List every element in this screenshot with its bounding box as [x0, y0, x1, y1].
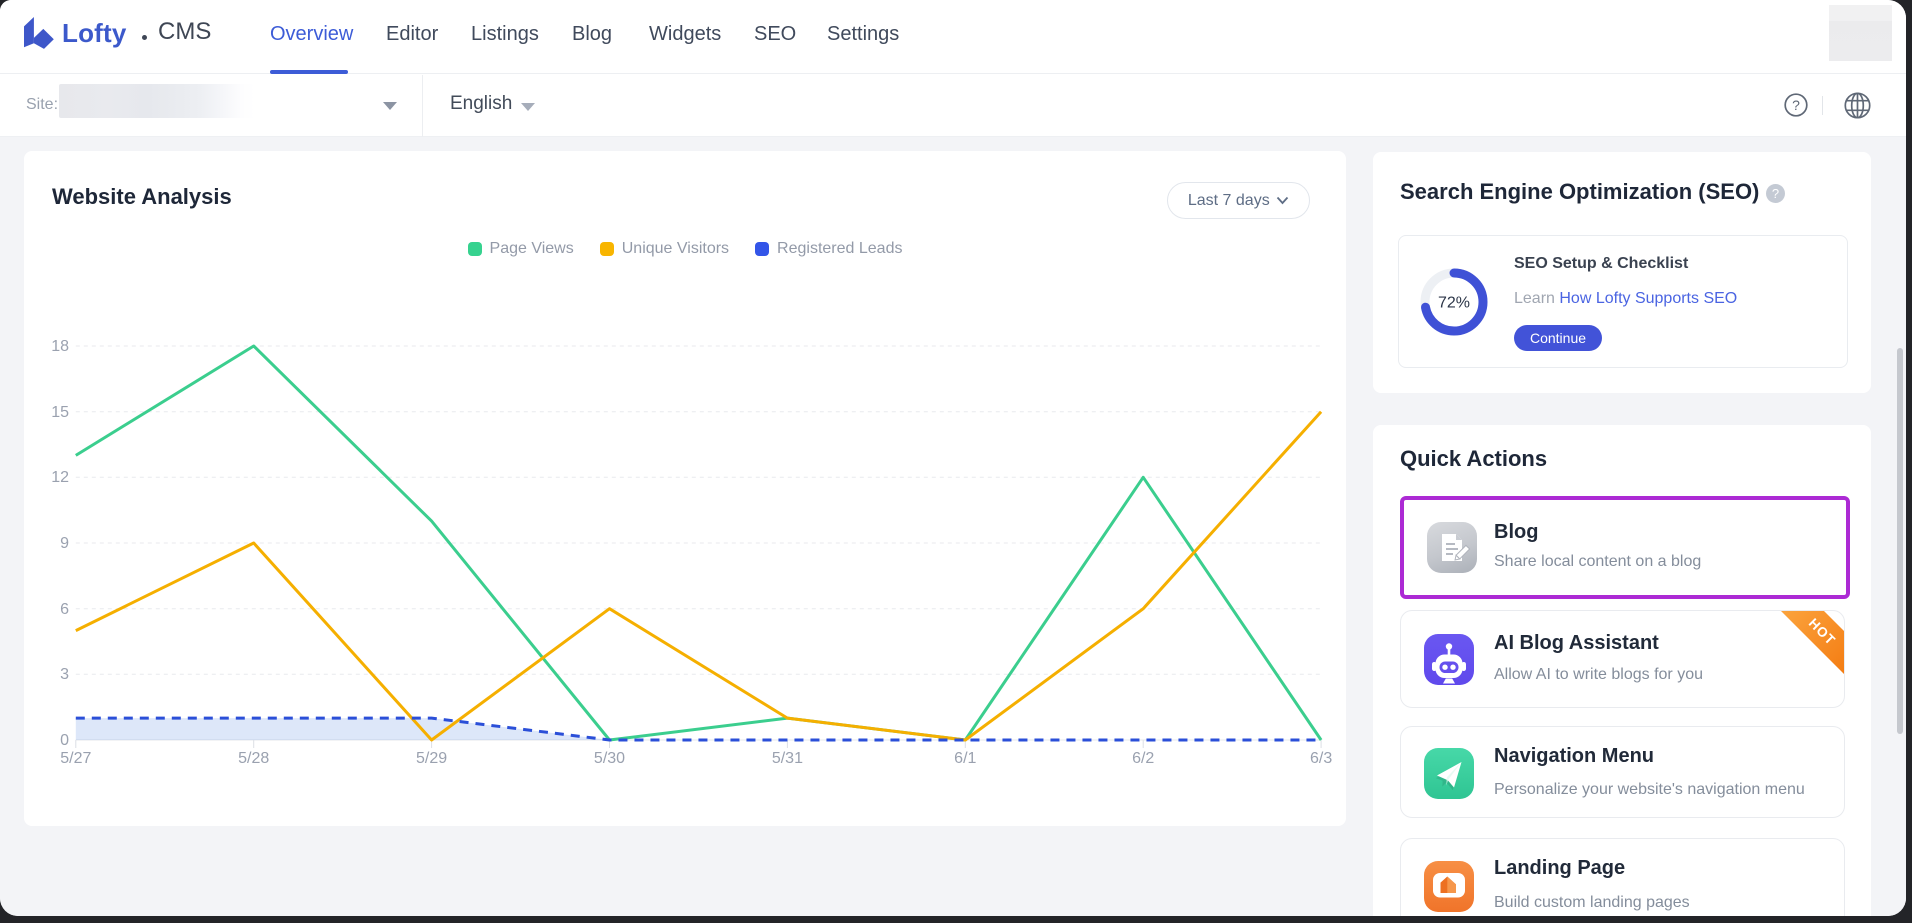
svg-text:?: ?: [1792, 97, 1800, 113]
svg-text:5/30: 5/30: [594, 750, 625, 767]
svg-text:3: 3: [60, 666, 69, 683]
svg-text:5/27: 5/27: [60, 750, 91, 767]
svg-text:6/2: 6/2: [1132, 750, 1154, 767]
svg-text:72%: 72%: [1438, 295, 1470, 312]
svg-text:0: 0: [60, 732, 69, 749]
svg-text:6/3: 6/3: [1310, 750, 1332, 767]
svg-text:5/31: 5/31: [772, 750, 803, 767]
svg-text:6/1: 6/1: [954, 750, 976, 767]
svg-text:18: 18: [51, 338, 69, 355]
svg-text:9: 9: [60, 535, 69, 552]
svg-text:5/28: 5/28: [238, 750, 269, 767]
svg-text:15: 15: [51, 404, 69, 421]
svg-text:12: 12: [51, 469, 69, 486]
svg-text:6: 6: [60, 601, 69, 618]
svg-text:5/29: 5/29: [416, 750, 447, 767]
